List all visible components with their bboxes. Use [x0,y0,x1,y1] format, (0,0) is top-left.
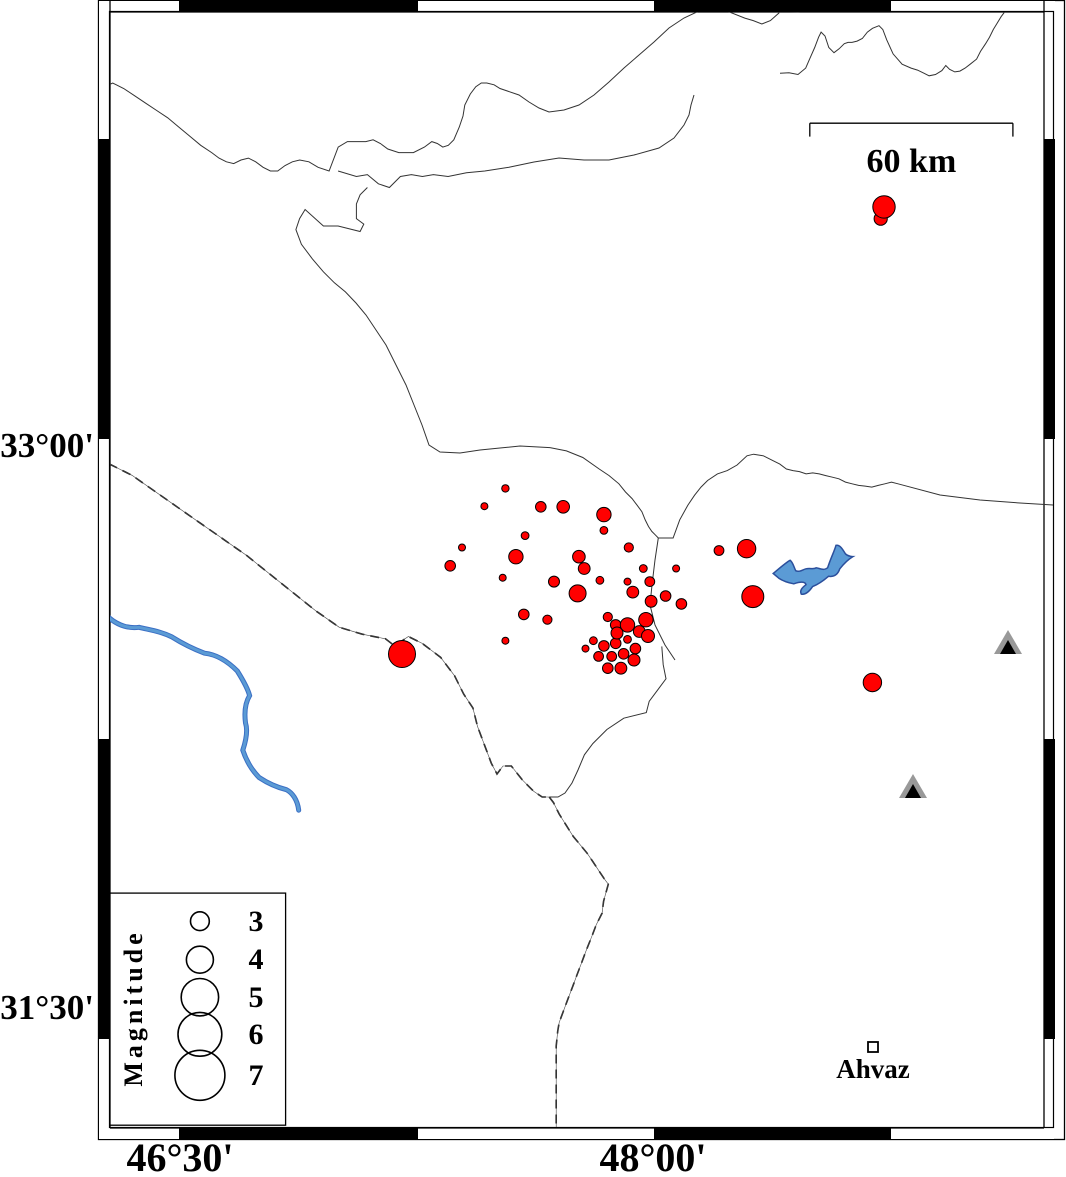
svg-text:60 km: 60 km [867,143,957,180]
svg-text:31°30': 31°30' [0,988,94,1027]
svg-text:Ahvaz: Ahvaz [836,1054,910,1084]
svg-text:6: 6 [249,1018,264,1051]
svg-text:7: 7 [249,1059,264,1092]
svg-text:Magnitude: Magnitude [119,929,148,1086]
svg-text:3: 3 [249,905,264,938]
svg-text:5: 5 [249,981,264,1014]
svg-text:48°00': 48°00' [599,1135,706,1177]
svg-text:46°30': 46°30' [126,1135,233,1177]
svg-text:33°00': 33°00' [0,426,94,465]
svg-text:4: 4 [249,943,264,976]
